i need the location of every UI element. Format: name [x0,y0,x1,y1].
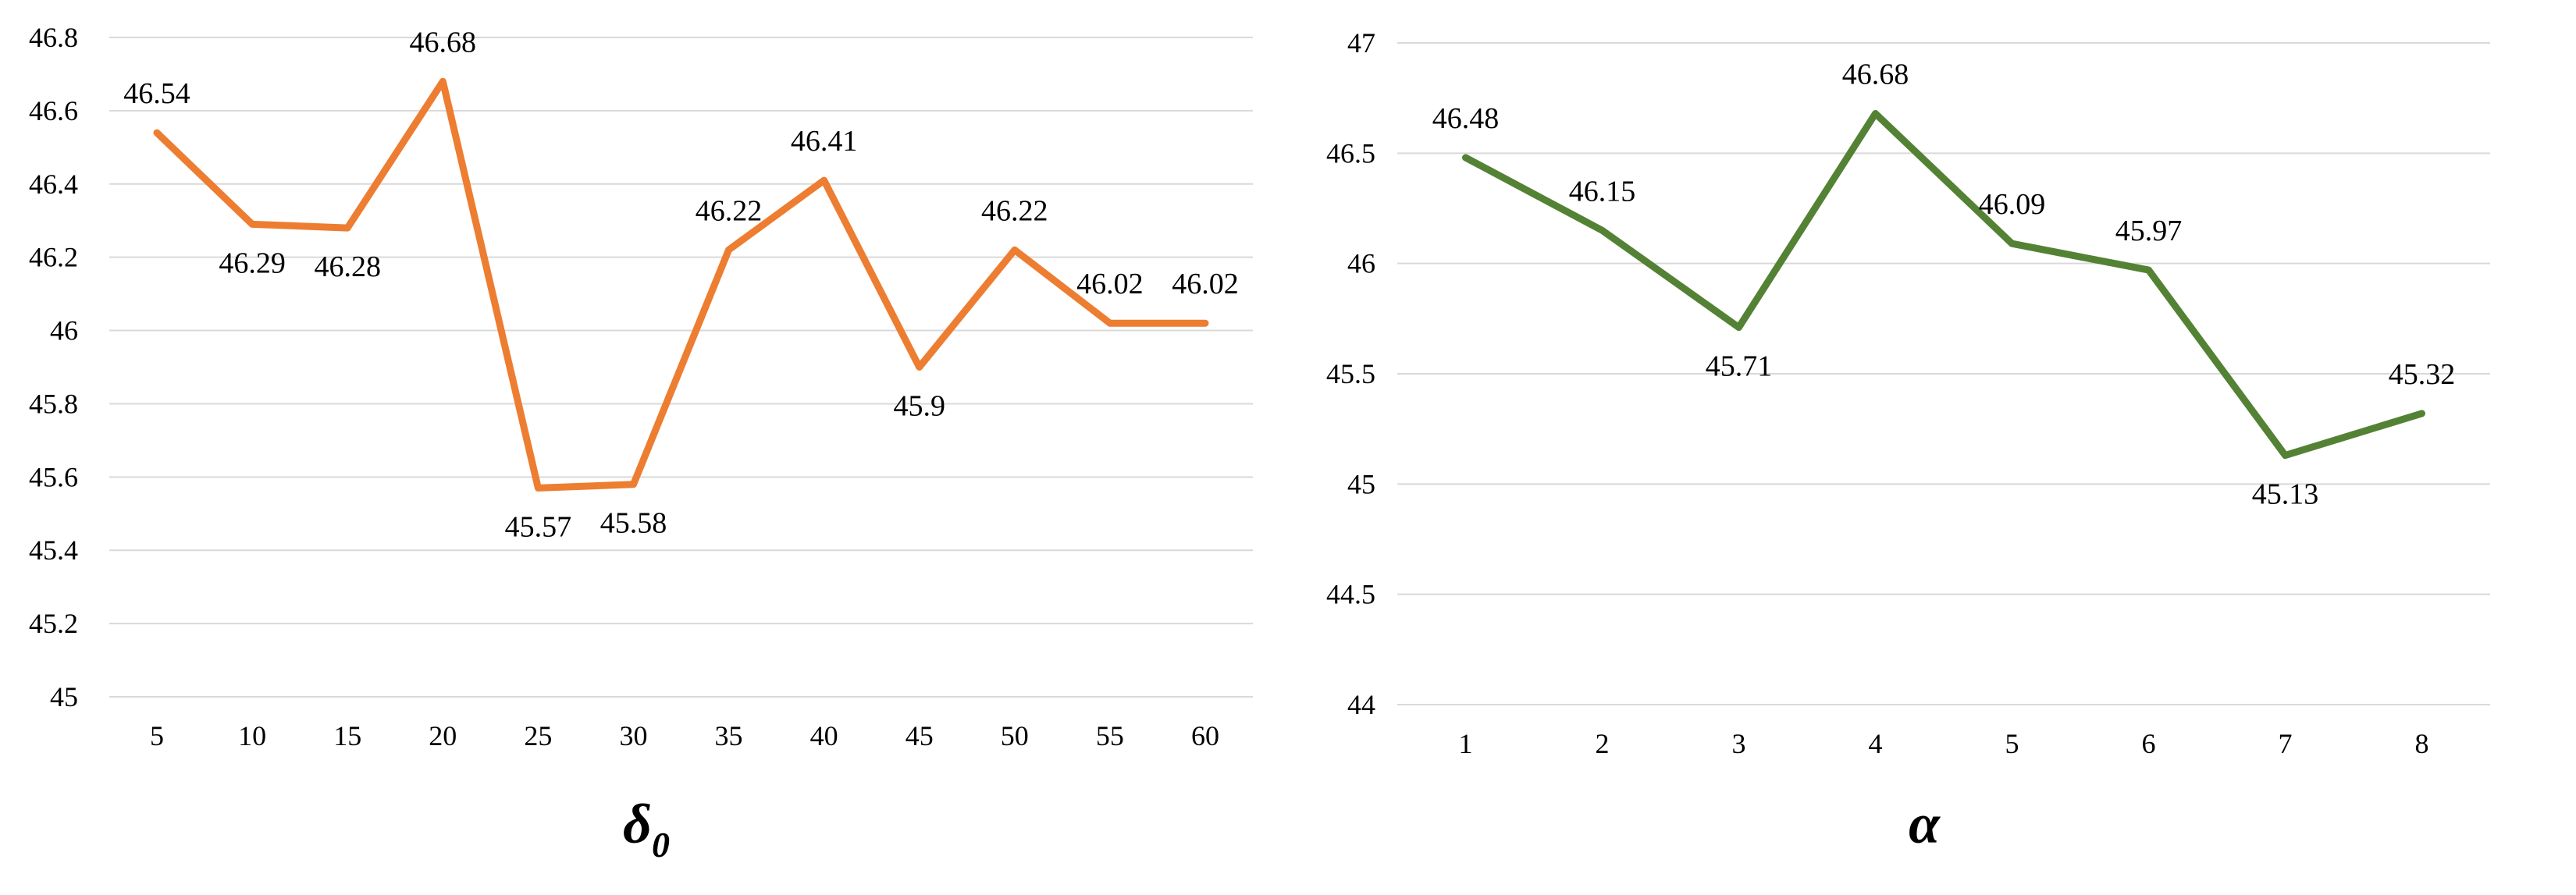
data-label: 46.15 [1569,175,1636,208]
data-label: 45.97 [2115,215,2183,247]
x-tick-label: 30 [619,720,647,751]
data-label: 45.13 [2252,478,2319,511]
data-label: 46.41 [791,125,858,158]
series-line [1462,110,2425,460]
x-tick-label: 20 [429,720,457,751]
y-tick-label: 45 [1347,468,1375,499]
data-label: 46.54 [123,77,190,110]
data-label: 46.48 [1432,102,1500,135]
data-label: 46.09 [1979,188,2046,221]
data-label: 45.71 [1706,350,1773,383]
x-tick-label: 5 [2005,728,2019,759]
y-tick-label: 46.2 [29,242,78,273]
x-tick-label: 8 [2415,728,2429,759]
data-label: 46.02 [1076,268,1144,300]
y-tick-label: 46.4 [29,169,78,200]
x-tick-label: 7 [2279,728,2293,759]
x-tick-label: 4 [1869,728,1883,759]
y-tick-label: 46 [1347,248,1375,279]
x-axis-label-subscript: 0 [652,825,670,865]
y-tick-label: 44.5 [1326,579,1375,610]
data-label: 45.32 [2389,358,2456,391]
x-tick-label: 55 [1096,720,1124,751]
data-label: 45.9 [893,390,945,423]
x-tick-label: 5 [150,720,164,751]
y-tick-label: 46.6 [29,95,78,126]
x-tick-label: 6 [2142,728,2156,759]
left-line-chart: 45 45.2 45.4 45.6 45.8 46 46.2 46.4 46.6 46.8 5 10 1… [29,22,1253,865]
data-label: 46.68 [410,26,477,59]
data-label: 46.02 [1172,268,1239,300]
y-tick-label: 45.6 [29,461,78,492]
x-tick-label: 50 [1001,720,1029,751]
x-tick-label: 3 [1732,728,1746,759]
series-line [153,77,1209,492]
data-label: 45.58 [600,507,667,540]
data-label: 46.29 [219,247,286,279]
x-tick-label: 15 [333,720,361,751]
y-tick-label: 45 [50,681,78,712]
y-tick-label: 44 [1347,689,1375,720]
x-tick-label: 1 [1459,728,1473,759]
y-tick-label: 45.8 [29,388,78,419]
x-axis-label: δ0 [623,793,670,865]
x-tick-label: 35 [715,720,743,751]
x-tick-label: 60 [1191,720,1219,751]
x-tick-label: 2 [1596,728,1610,759]
y-tick-label: 46.8 [29,22,78,53]
data-label: 46.22 [696,194,763,227]
x-tick-label: 25 [524,720,552,751]
y-tick-label: 45.4 [29,535,78,566]
x-tick-label: 45 [906,720,934,751]
y-tick-label: 45.5 [1326,358,1375,389]
x-tick-label: 10 [238,720,266,751]
y-tick-label: 46.5 [1326,137,1375,169]
data-label: 46.28 [314,250,381,283]
x-axis-label: α [1909,793,1941,855]
y-tick-label: 46 [50,315,78,346]
data-label: 46.22 [981,194,1048,227]
data-label: 46.68 [1842,58,1909,91]
y-tick-label: 47 [1347,27,1375,59]
data-label: 45.57 [505,510,572,543]
x-tick-label: 40 [810,720,838,751]
y-tick-label: 45.2 [29,608,78,639]
